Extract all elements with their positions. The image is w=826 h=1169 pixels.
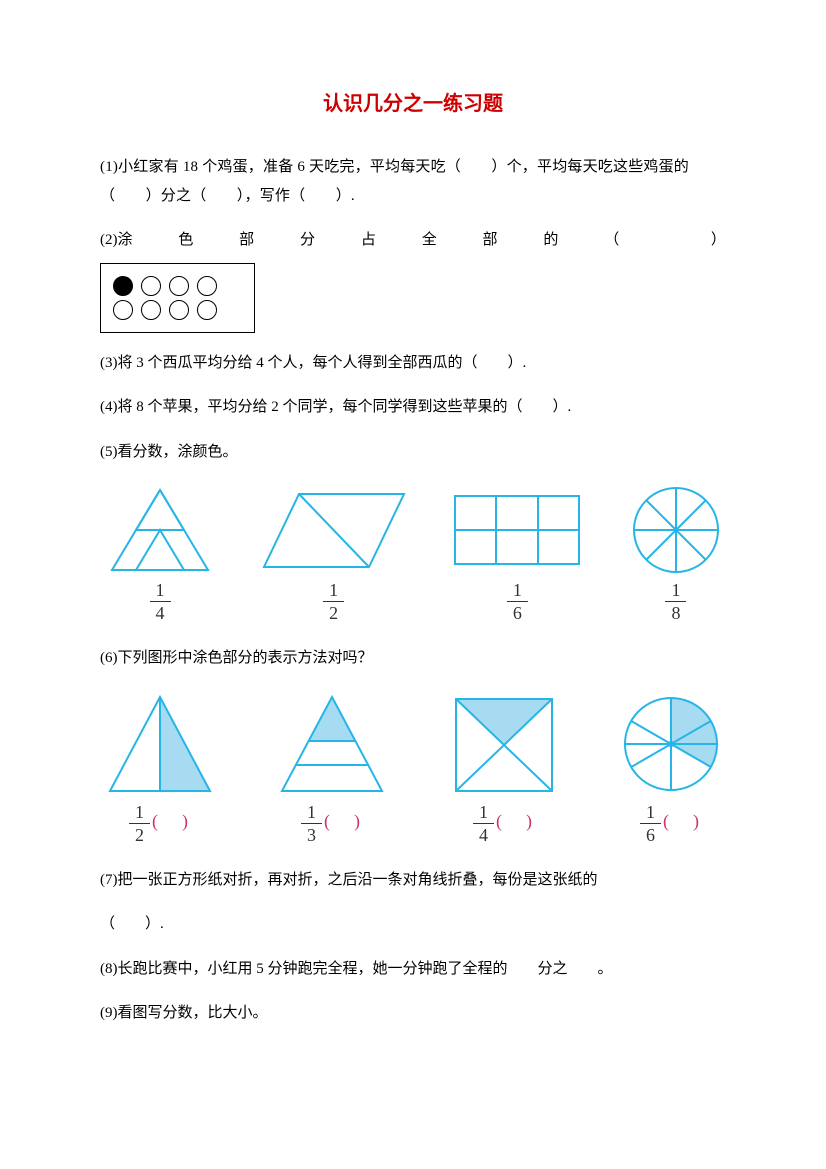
q5-shapes <box>100 482 726 577</box>
frac-num: 1 <box>640 803 661 824</box>
question-5: (5)看分数，涂颜色。 <box>100 438 726 467</box>
circle-empty <box>113 300 133 320</box>
shape-tri-half <box>100 689 220 799</box>
question-7: (7)把一张正方形纸对折，再对折，之后沿一条对角线折叠，每份是这张纸的 <box>100 866 726 895</box>
circle-empty <box>169 276 189 296</box>
frac-den: 2 <box>323 602 344 622</box>
frac-num: 1 <box>150 581 171 602</box>
blank-paren: ( ) <box>152 811 191 831</box>
frac-num: 1 <box>301 803 322 824</box>
shape-parallelogram <box>259 482 409 577</box>
shape-circle-8 <box>626 482 726 577</box>
frac-num: 1 <box>665 581 686 602</box>
frac-den: 2 <box>129 824 150 844</box>
question-6: (6)下列图形中涂色部分的表示方法对吗？ <box>100 644 726 673</box>
q2-char: 色 <box>178 226 193 255</box>
q2-char: 部 <box>239 226 254 255</box>
question-8: (8)长跑比赛中，小红用 5 分钟跑完全程，她一分钟跑了全程的 分之 。 <box>100 955 726 984</box>
shape-circle-sixth <box>616 689 726 799</box>
blank-paren: ( ) <box>663 811 702 831</box>
question-1: (1)小红家有 18 个鸡蛋，准备 6 天吃完，平均每天吃（ ）个，平均每天吃这… <box>100 153 726 210</box>
q5-fractions: 14 12 16 18 <box>100 581 726 622</box>
frac-den: 6 <box>640 824 661 844</box>
frac-num: 1 <box>323 581 344 602</box>
blank-paren: ( ) <box>324 811 363 831</box>
question-9: (9)看图写分数，比大小。 <box>100 999 726 1028</box>
shape-square-quarter <box>444 689 564 799</box>
q2-char: 部 <box>483 226 498 255</box>
q2-char: 全 <box>422 226 437 255</box>
circle-empty <box>141 276 161 296</box>
q2-char: 的 <box>543 226 558 255</box>
frac-den: 6 <box>507 602 528 622</box>
q2-char: ） <box>711 226 726 255</box>
question-2: (2)涂 色 部 分 占 全 部 的 （ ） <box>100 226 726 333</box>
question-4: (4)将 8 个苹果，平均分给 2 个同学，每个同学得到这些苹果的（ ）. <box>100 393 726 422</box>
circle-empty <box>197 276 217 296</box>
frac-den: 3 <box>301 824 322 844</box>
frac-den: 4 <box>473 824 494 844</box>
frac-num: 1 <box>129 803 150 824</box>
circle-filled <box>113 276 133 296</box>
q6-fractions: 12( ) 13( ) 14( ) 16( ) <box>100 803 726 844</box>
q2-char: （ <box>604 226 619 255</box>
circle-empty <box>197 300 217 320</box>
circle-diagram <box>100 263 255 333</box>
frac-den: 4 <box>150 602 171 622</box>
frac-num: 1 <box>473 803 494 824</box>
question-7b: （ ）. <box>100 910 726 939</box>
shape-triangle-4 <box>100 482 220 577</box>
frac-den: 8 <box>665 602 686 622</box>
shape-tri-third <box>272 689 392 799</box>
page-title: 认识几分之一练习题 <box>100 85 726 123</box>
q2-char: 分 <box>300 226 315 255</box>
question-3: (3)将 3 个西瓜平均分给 4 个人，每个人得到全部西瓜的（ ）. <box>100 349 726 378</box>
circle-empty <box>141 300 161 320</box>
shape-grid-6 <box>447 482 587 577</box>
q6-shapes <box>100 689 726 799</box>
circle-empty <box>169 300 189 320</box>
q2-char: 占 <box>361 226 376 255</box>
frac-num: 1 <box>507 581 528 602</box>
q2-char: (2)涂 <box>100 226 133 255</box>
blank-paren: ( ) <box>496 811 535 831</box>
